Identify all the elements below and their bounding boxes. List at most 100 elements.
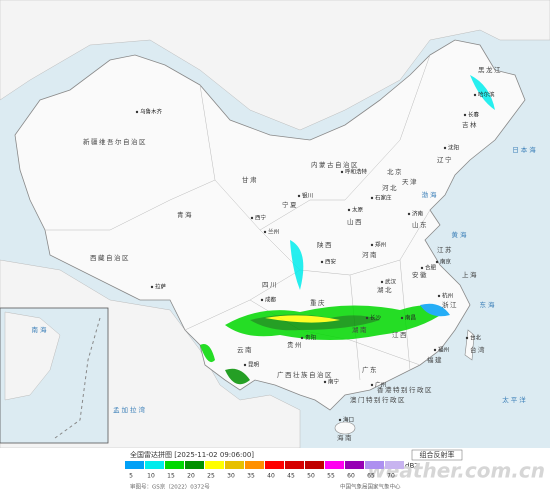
region-label: 广西壮族自治区	[277, 370, 333, 379]
legend-swatch	[145, 461, 164, 469]
city-label: 南宁	[328, 378, 340, 386]
legend-tick-label: 10	[147, 473, 155, 480]
legend-swatch	[305, 461, 324, 469]
region-label: 海南	[337, 433, 353, 442]
legend-tick-label: 55	[327, 473, 335, 480]
region-label: 山西	[347, 217, 363, 226]
legend-tick-label: 15	[167, 473, 175, 480]
legend-tick-label: 30	[227, 473, 235, 480]
city-dot	[400, 316, 404, 320]
legend-tick-label: 60	[347, 473, 355, 480]
city-dot	[435, 260, 439, 264]
city-label: 呼和浩特	[345, 168, 368, 176]
city-dot	[297, 194, 301, 198]
city-dot	[338, 418, 342, 422]
city-label: 广州	[375, 381, 386, 389]
city-dot	[473, 93, 477, 97]
sea-label: 东海	[480, 300, 497, 309]
region-label: 山东	[412, 220, 428, 229]
legend-tick-label: 25	[207, 473, 215, 480]
region-label: 甘肃	[242, 175, 258, 184]
city-dot	[433, 348, 437, 352]
region-label: 新疆维吾尔自治区	[83, 137, 147, 146]
legend-swatch	[285, 461, 304, 469]
sea-label: 南海	[32, 325, 49, 334]
city-label: 杭州	[442, 292, 453, 300]
city-dot	[370, 196, 374, 200]
city-dot	[323, 380, 327, 384]
legend-tick-label: 70	[387, 473, 395, 480]
city-label: 海口	[343, 416, 354, 424]
city-dot	[150, 285, 154, 289]
city-label: 福州	[438, 346, 449, 354]
legend-tick-label: 45	[287, 473, 295, 480]
city-dot	[437, 294, 441, 298]
legend-swatch	[245, 461, 264, 469]
legend-swatch	[365, 461, 384, 469]
region-label: 香港特别行政区	[377, 385, 433, 394]
city-label: 昆明	[248, 362, 260, 369]
city-dot	[135, 110, 139, 114]
city-label: 乌鲁木齐	[140, 108, 163, 116]
sea-label: 孟加拉湾	[113, 405, 147, 414]
region-label: 辽宁	[437, 155, 453, 164]
region-label: 青海	[177, 210, 193, 219]
region-label: 澳门特别行政区	[350, 395, 406, 404]
city-dot	[463, 113, 467, 117]
neighbor-land	[0, 0, 550, 131]
city-dot	[370, 383, 374, 387]
sea-label: 日本海	[512, 145, 538, 154]
sea-label: 渤海	[422, 190, 439, 199]
city-label: 银川	[302, 192, 313, 200]
radar-echo	[200, 75, 495, 385]
region-label: 上海	[462, 270, 478, 279]
sea-label: 太平洋	[502, 395, 528, 404]
city-label: 武汉	[385, 278, 397, 286]
region-label: 广东	[362, 365, 378, 374]
legend-swatch	[385, 461, 404, 469]
city-label: 南京	[440, 258, 452, 266]
city-dot	[300, 336, 304, 340]
city-dot	[243, 363, 247, 367]
city-label: 贵阳	[305, 334, 316, 342]
region-label: 河北	[382, 184, 398, 192]
region-label: 宁夏	[282, 200, 298, 209]
inset-boundary	[54, 317, 101, 439]
legend-swatch	[225, 461, 244, 469]
region-label: 浙江	[442, 300, 458, 309]
region-label: 江西	[392, 331, 408, 339]
hainan	[334, 421, 356, 435]
region-label: 河南	[362, 250, 378, 259]
legend-swatch	[165, 461, 184, 469]
legend-swatch	[325, 461, 344, 469]
legend-tick-label: 65	[367, 473, 375, 480]
city-dot	[340, 170, 344, 174]
city-label: 南昌	[405, 314, 416, 322]
region-label: 贵州	[287, 340, 303, 349]
city-dot	[370, 243, 374, 247]
city-label: 兰州	[268, 228, 279, 236]
legend-tick-label: 5	[129, 473, 133, 480]
city-label: 台北	[470, 334, 482, 342]
inset-land	[4, 311, 61, 401]
city-label: 太原	[352, 206, 364, 214]
legend-tick-label: 20	[187, 473, 195, 480]
region-label: 云南	[237, 345, 253, 354]
city-label: 成都	[265, 296, 277, 304]
legend-tick-label: 40	[267, 473, 275, 480]
region-label: 北京	[387, 167, 403, 176]
city-dot	[365, 316, 369, 320]
city-dot	[407, 212, 411, 216]
legend-swatch	[185, 461, 204, 469]
region-label: 西藏自治区	[90, 253, 130, 262]
region-label: 内蒙古自治区	[311, 160, 359, 169]
unit: dBZ	[405, 462, 419, 470]
legend-tick-label: 35	[247, 473, 255, 480]
product-box	[411, 449, 463, 461]
city-label: 拉萨	[155, 283, 167, 291]
city-label: 郑州	[375, 241, 386, 249]
region-label: 安徽	[412, 270, 428, 279]
city-dot	[263, 230, 267, 234]
legend-title: 全国雷达拼图 [2025-11-02 09:06:00]	[130, 450, 254, 459]
